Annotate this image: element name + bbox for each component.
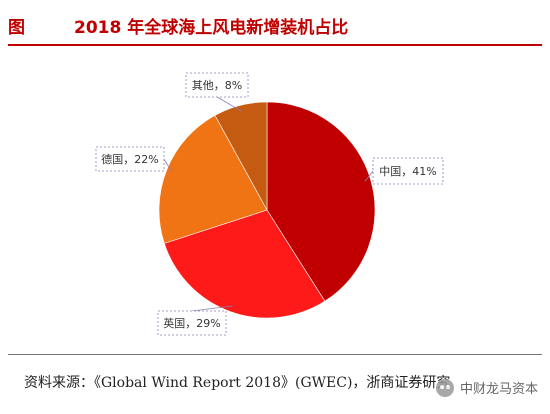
label-box-英国 (157, 310, 227, 336)
figure-label: 图 (8, 17, 25, 38)
leader-line-德国 (163, 158, 173, 173)
data-label-德国: 德国，22% (101, 152, 158, 166)
pie-slice-中国 (266, 101, 376, 302)
watermark-text: 中财龙马资本 (459, 382, 538, 397)
labels-layer: 中国，41% 英国，29% 德国，22% 其他，8% (95, 72, 444, 336)
source-note: 资料来源：《Global Wind Report 2018》(GWEC)，浙商证… (24, 375, 451, 391)
label-box-德国 (95, 146, 165, 172)
leader-line-其他 (216, 96, 242, 112)
label-box-中国 (372, 157, 444, 185)
slices-layer (158, 101, 376, 319)
leader-line-中国 (364, 170, 374, 182)
leader-line-英国 (191, 305, 233, 312)
header-rule (8, 44, 542, 46)
pie-slice-英国 (163, 209, 326, 319)
leader-lines-layer (163, 96, 374, 312)
watermark: 中财龙马资本 (435, 378, 538, 397)
wechat-icon (435, 378, 454, 397)
chart-title: 2018 年全球海上风电新增装机占比 (74, 17, 349, 38)
label-box-其他 (185, 72, 249, 98)
footer-rule (8, 354, 542, 355)
data-label-其他: 其他，8% (192, 79, 242, 92)
pie-slice-其他 (214, 101, 268, 211)
pie-slice-德国 (158, 114, 268, 244)
data-label-中国: 中国，41% (379, 165, 436, 178)
data-label-英国: 英国，29% (163, 316, 220, 330)
figure-header: 图 2018 年全球海上风电新增装机占比 (8, 8, 542, 42)
